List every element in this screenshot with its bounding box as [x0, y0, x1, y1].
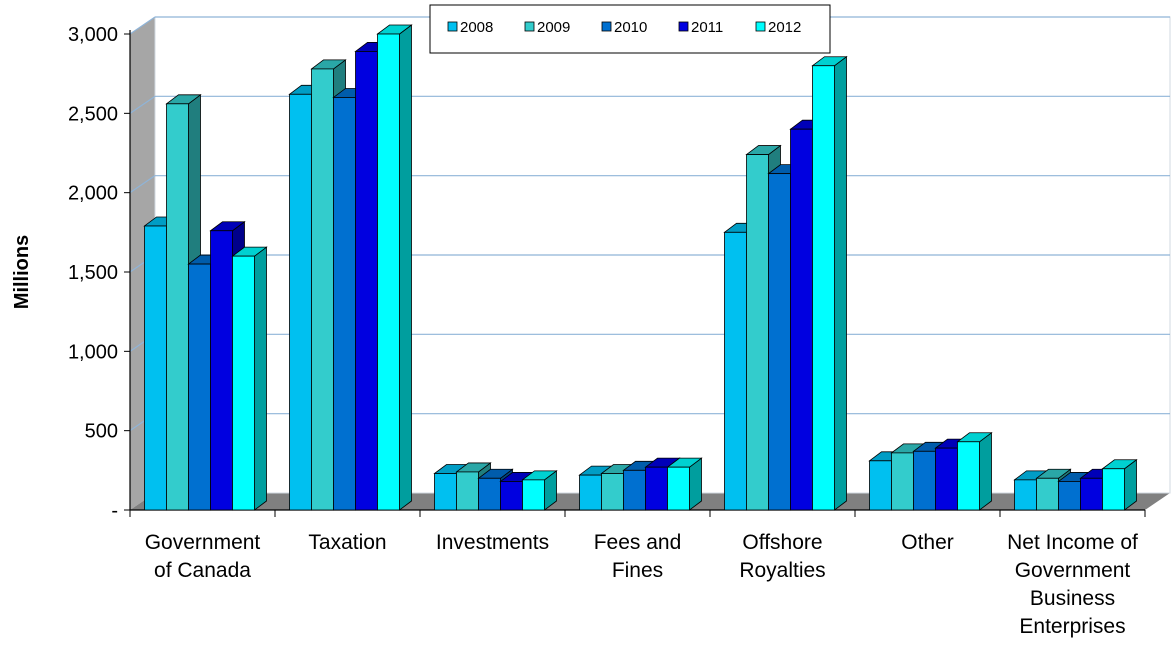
bar-side [834, 55, 847, 511]
legend-label-2012: 2012 [768, 19, 801, 36]
x-tick-label: Investments [436, 531, 549, 554]
bar-2010 [1058, 481, 1081, 511]
x-tick-label: Fines [612, 559, 663, 582]
bar-2012 [522, 479, 545, 511]
bar-2012 [957, 441, 980, 511]
y-tick-label: 500 [85, 421, 118, 443]
bar-2008 [434, 473, 457, 511]
x-tick-label: Fees and [594, 531, 682, 554]
bar-2012 [232, 255, 255, 511]
x-tick-label: Royalties [739, 559, 825, 582]
bar-2011 [355, 51, 378, 511]
gridline-diagonal [129, 175, 156, 194]
bar-2008 [724, 231, 747, 511]
legend-swatch-2009 [524, 21, 535, 32]
x-tick-label: of Canada [154, 559, 251, 582]
y-tick-label: 3,000 [68, 24, 118, 46]
legend-swatch-2011 [678, 21, 689, 32]
bar-2011 [645, 466, 668, 511]
x-tick-label: Business [1030, 587, 1115, 610]
bar-side [254, 246, 267, 511]
legend-swatch-2008 [447, 21, 458, 32]
bar-2009 [311, 68, 334, 511]
bar-2009 [456, 471, 479, 511]
bar-side [979, 431, 992, 511]
legend-label-2008: 2008 [460, 19, 493, 36]
bar-2008 [1014, 479, 1037, 511]
legend-swatch-2012 [755, 21, 766, 32]
bar-side [399, 24, 412, 511]
bar-2009 [1036, 477, 1059, 511]
bar-2011 [500, 481, 523, 511]
bar-2010 [478, 477, 501, 511]
x-tick-label: Net Income of [1007, 531, 1138, 554]
bar-2010 [768, 173, 791, 511]
gridline-diagonal [129, 95, 156, 114]
bar-2010 [913, 450, 936, 511]
y-tick-label: 2,000 [68, 183, 118, 205]
bar-2008 [579, 474, 602, 511]
bar-2012 [812, 65, 835, 511]
x-tick-label: Enterprises [1019, 615, 1125, 638]
bar-2012 [1102, 468, 1125, 511]
bar-2009 [166, 103, 189, 511]
gridline-diagonal [129, 16, 156, 35]
x-tick-label: Other [901, 531, 954, 554]
bar-2012 [377, 33, 400, 511]
bar-2009 [601, 473, 624, 511]
legend-label-2009: 2009 [537, 19, 570, 36]
bar-2010 [333, 97, 356, 511]
y-tick-label: 1,500 [68, 262, 118, 284]
bar-2010 [623, 469, 646, 511]
legend-swatch-2010 [601, 21, 612, 32]
bar-2009 [746, 154, 769, 511]
y-tick-label: 2,500 [68, 103, 118, 125]
y-tick-label: - [111, 500, 118, 522]
bar-2011 [1080, 477, 1103, 511]
x-tick-label: Government [145, 531, 261, 554]
legend-label-2010: 2010 [614, 19, 647, 36]
bar-2011 [210, 230, 233, 511]
x-tick-label: Government [1015, 559, 1131, 582]
bar-2008 [289, 93, 312, 511]
bar-2009 [891, 452, 914, 511]
bar-2008 [869, 460, 892, 511]
bar-2011 [935, 447, 958, 511]
bar-2011 [790, 128, 813, 511]
x-tick-label: Taxation [308, 531, 386, 554]
bar-2010 [188, 263, 211, 511]
bar-2012 [667, 466, 690, 511]
x-tick-label: Offshore [742, 531, 822, 554]
y-axis-label: Millions [11, 235, 33, 309]
y-tick-label: 1,000 [68, 341, 118, 363]
bar-2008 [144, 225, 167, 511]
legend-label-2011: 2011 [691, 19, 723, 36]
